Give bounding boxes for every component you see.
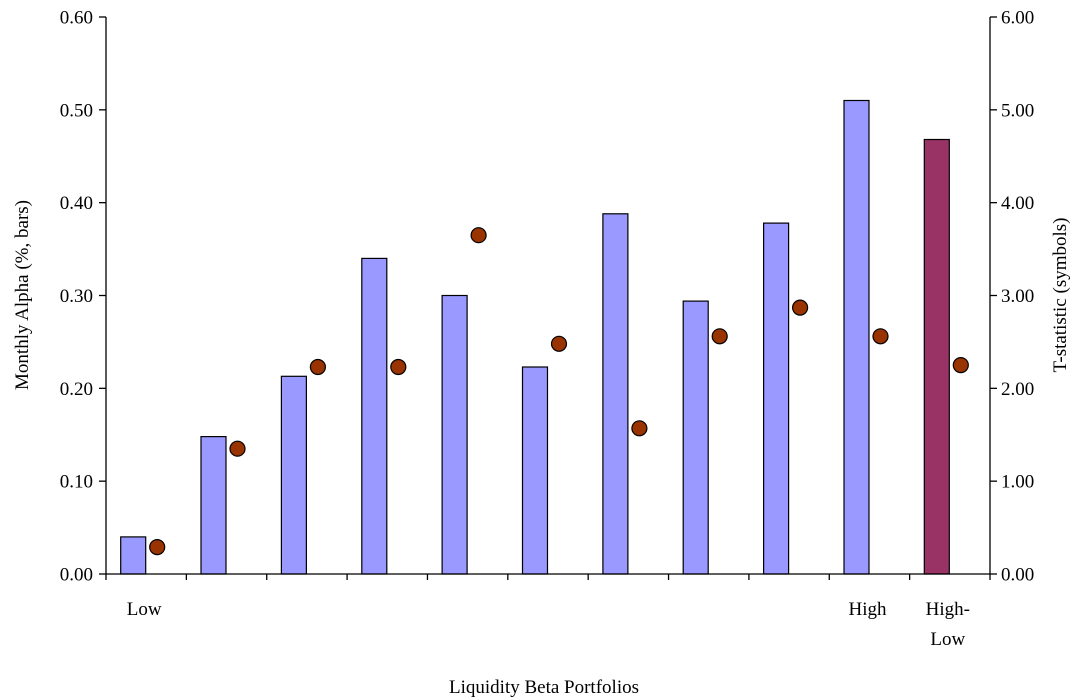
y2-tick-label: 2.00 <box>1001 379 1034 400</box>
left-axis-tick-labels: 0.00 0.10 0.20 0.30 0.40 0.50 0.60 <box>60 8 93 586</box>
y2-tick-label: 6.00 <box>1001 8 1034 29</box>
alpha-bar-6 <box>521 366 549 575</box>
y-tick-label: 0.40 <box>60 193 93 214</box>
tstat-point-1 <box>149 538 166 556</box>
alpha-bar-1 <box>120 536 147 575</box>
axes <box>99 16 997 580</box>
y2-tick-label: 1.00 <box>1001 472 1034 493</box>
y-axis-title: Monthly Alpha (%, bars) <box>12 200 33 390</box>
alpha-bar-4 <box>361 257 388 575</box>
tstat-point-7 <box>631 420 648 437</box>
tstat-point-10 <box>872 328 889 345</box>
alpha-bar-3 <box>280 375 307 575</box>
y2-tick-label: 4.00 <box>1001 193 1034 214</box>
category-label: High- <box>926 599 970 620</box>
y-tick-label: 0.20 <box>60 379 93 400</box>
tstat-point-6 <box>550 335 568 352</box>
tstat-point-5 <box>470 227 487 244</box>
tstat-point-4 <box>390 358 407 376</box>
alpha-bar-7 <box>602 213 629 575</box>
alpha-bar-10 <box>843 99 870 575</box>
y-tick-label: 0.60 <box>60 8 93 29</box>
category-label: Low <box>930 629 965 650</box>
category-label: Low <box>127 599 162 620</box>
tstat-point-3 <box>309 358 326 376</box>
y2-tick-label: 3.00 <box>1001 286 1034 307</box>
y-tick-label: 0.00 <box>60 565 93 586</box>
y2-tick-label: 5.00 <box>1001 100 1034 121</box>
tstat-point-11 <box>952 357 969 374</box>
x-axis-title: Liquidity Beta Portfolios <box>449 677 639 698</box>
right-axis-tick-labels: 0.00 1.00 2.00 3.00 4.00 5.00 6.00 <box>1001 8 1034 586</box>
tstat-series <box>149 227 969 556</box>
y-tick-label: 0.30 <box>60 286 93 307</box>
bar-series <box>120 99 950 575</box>
tstat-point-9 <box>791 299 809 316</box>
alpha-bar-9 <box>762 222 790 575</box>
tstat-point-2 <box>229 440 246 457</box>
category-labels: Low High High- Low <box>127 599 970 650</box>
y2-tick-label: 0.00 <box>1001 565 1034 586</box>
category-label: High <box>849 599 888 620</box>
y2-axis-title: T-statistic (symbols) <box>1050 218 1071 373</box>
alpha-bar-5 <box>441 294 468 575</box>
alpha-bar-2 <box>200 436 227 575</box>
alpha-bar-8 <box>682 300 709 575</box>
y-tick-label: 0.10 <box>60 472 93 493</box>
alpha-bar-11 <box>923 138 950 575</box>
y-tick-label: 0.50 <box>60 100 93 121</box>
tstat-point-8 <box>711 328 728 345</box>
